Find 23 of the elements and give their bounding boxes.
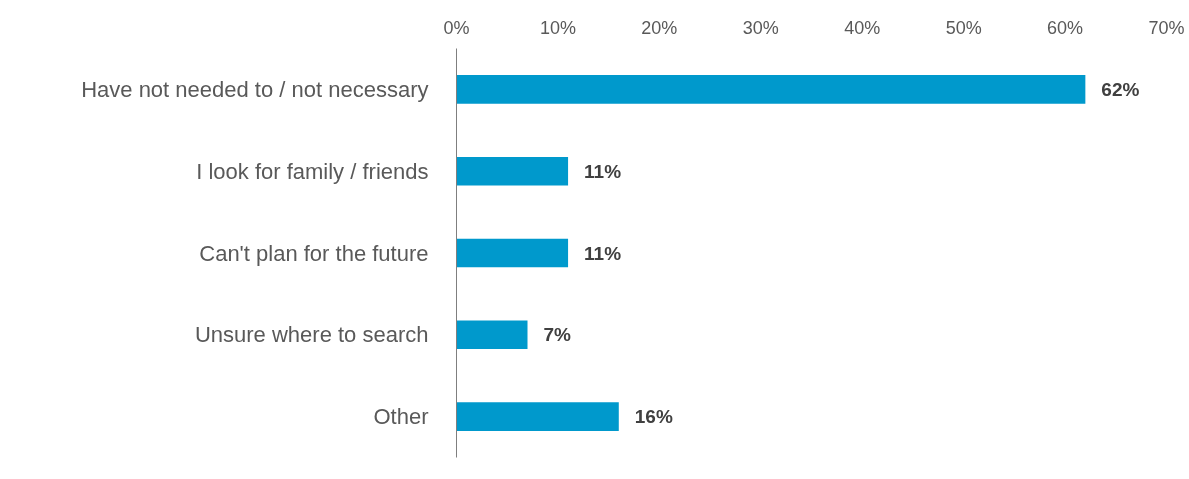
x-tick-label: 60%	[1047, 17, 1084, 38]
data-label: 7%	[543, 324, 572, 346]
x-tick-label: 0%	[443, 17, 470, 38]
y-tick-label: Can't plan for the future	[199, 240, 429, 266]
x-tick-label: 40%	[844, 17, 881, 38]
y-tick-label: Unsure where to search	[194, 322, 429, 348]
x-tick-label: 20%	[641, 17, 678, 38]
y-tick-label: Other	[373, 404, 429, 430]
y-tick-label: I look for family / friends	[196, 158, 429, 184]
data-label: 62%	[1101, 78, 1140, 100]
bar	[456, 238, 569, 268]
x-tick-label: 50%	[945, 17, 982, 38]
bar	[456, 402, 619, 431]
x-tick-label: 30%	[742, 17, 779, 38]
bar	[456, 156, 569, 186]
bar	[456, 320, 528, 350]
data-label: 16%	[634, 406, 673, 428]
bar	[456, 75, 1086, 104]
data-label: 11%	[584, 242, 622, 264]
x-tick-label: 10%	[539, 17, 576, 38]
x-tick-label: 70%	[1148, 17, 1185, 38]
data-label: 11%	[584, 160, 622, 182]
y-tick-label: Have not needed to / not necessary	[81, 76, 429, 102]
